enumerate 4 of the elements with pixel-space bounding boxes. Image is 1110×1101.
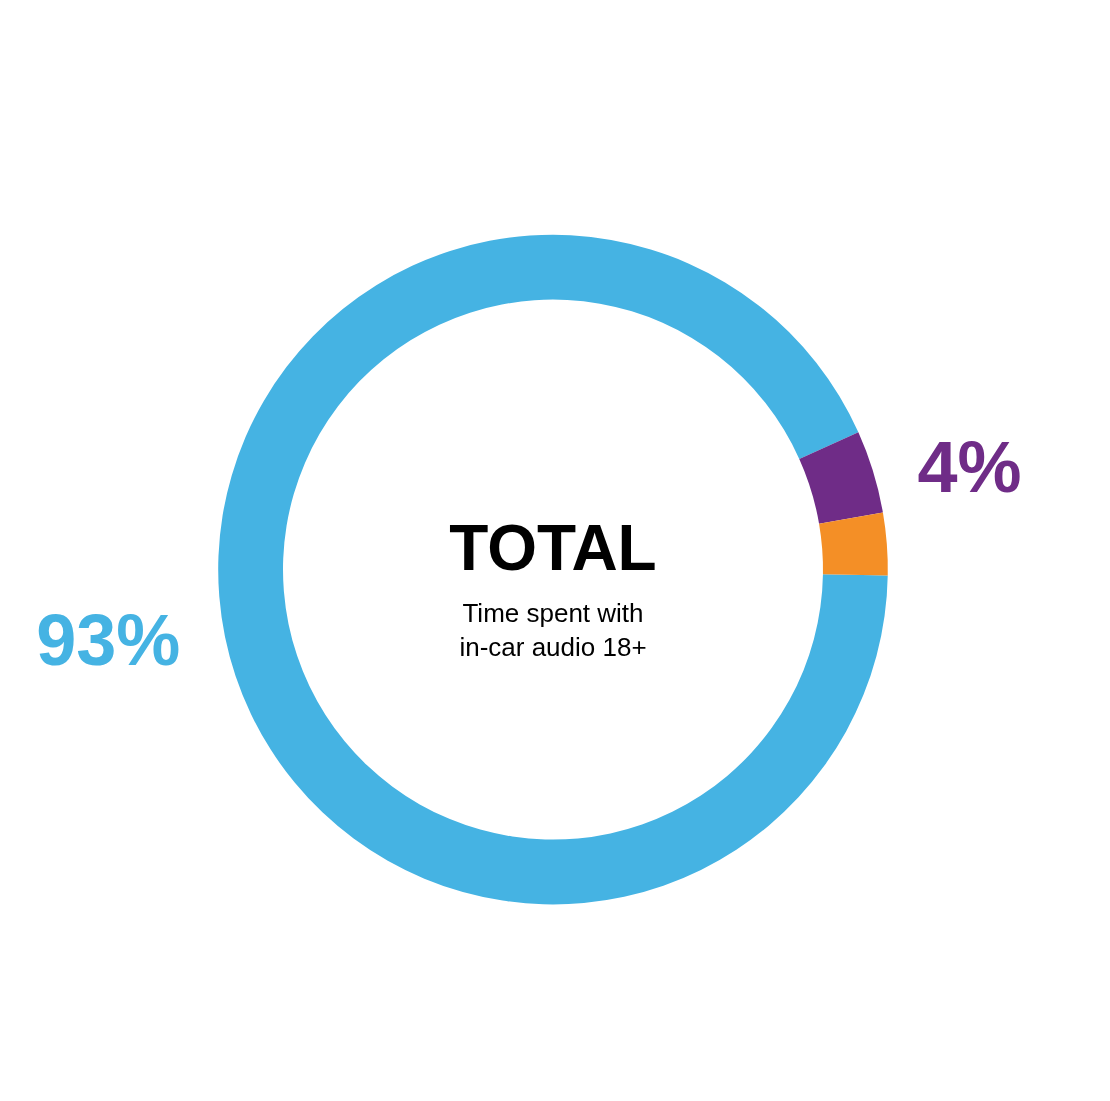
text: TOTAL: [449, 512, 657, 584]
text: Time spent with in-car audio 18+: [459, 598, 647, 662]
data-label: 4%: [917, 427, 1022, 508]
data-label: 93%: [36, 599, 181, 680]
